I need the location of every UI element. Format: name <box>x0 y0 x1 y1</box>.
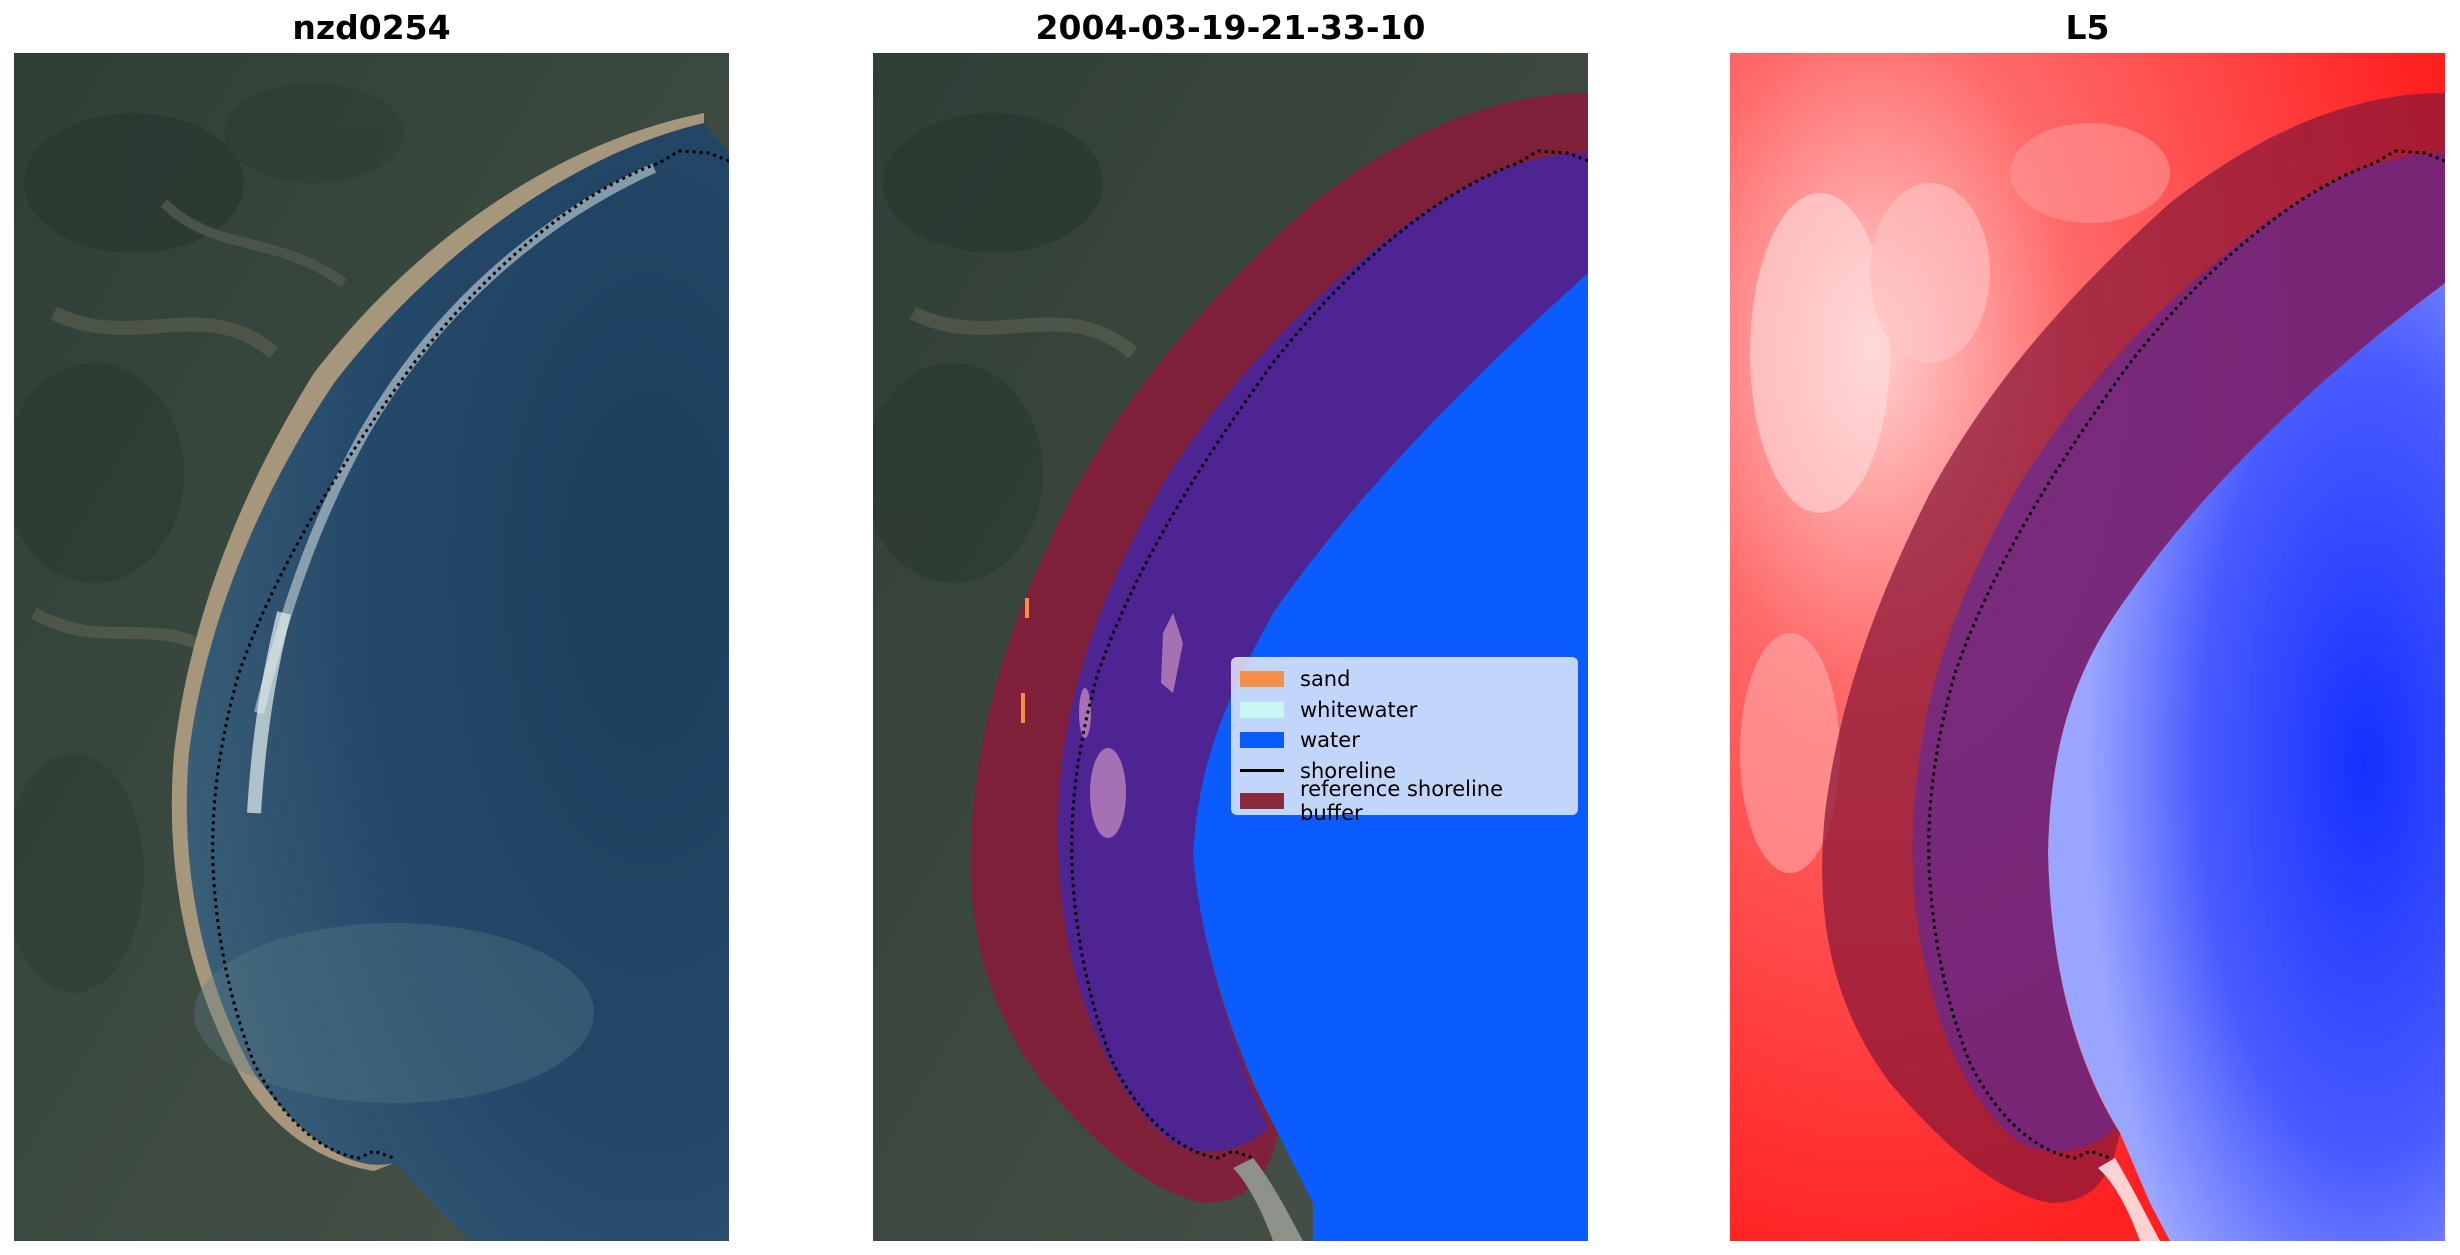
index-image <box>1730 53 2445 1241</box>
legend-item-shoreline: shoreline <box>1240 756 1569 787</box>
classified-image <box>873 53 1588 1241</box>
shoreline-rgb <box>211 149 729 1160</box>
legend-item-sand: sand <box>1240 664 1569 695</box>
water-index-area <box>2048 283 2445 1241</box>
legend-label: whitewater <box>1300 697 1418 722</box>
legend-label: reference shoreline buffer <box>1300 777 1504 826</box>
rgb-satellite-image <box>14 53 729 1241</box>
shoreline-classified <box>1070 149 1588 1160</box>
panel-title-index: L5 <box>2065 8 2110 47</box>
legend-swatch-buffer <box>1240 793 1284 810</box>
legend-swatch-water <box>1240 732 1284 749</box>
shoreline-index <box>1927 149 2445 1160</box>
legend-item-water: water <box>1240 725 1569 756</box>
legend-item-buffer: reference shoreline buffer <box>1240 777 1569 825</box>
legend-label: water <box>1300 728 1360 753</box>
legend-label: sand <box>1300 667 1351 692</box>
legend-swatch-whitewater <box>1240 701 1284 718</box>
legend: sand whitewater water shoreline referenc… <box>1231 657 1578 825</box>
panel-title-classified: 2004-03-19-21-33-10 <box>1035 8 1426 47</box>
legend-label: shoreline <box>1300 758 1397 783</box>
panel-title-rgb: nzd0254 <box>292 8 451 47</box>
legend-swatch-sand <box>1240 671 1284 688</box>
legend-item-whitewater: whitewater <box>1240 695 1569 726</box>
legend-swatch-shoreline <box>1240 769 1284 773</box>
